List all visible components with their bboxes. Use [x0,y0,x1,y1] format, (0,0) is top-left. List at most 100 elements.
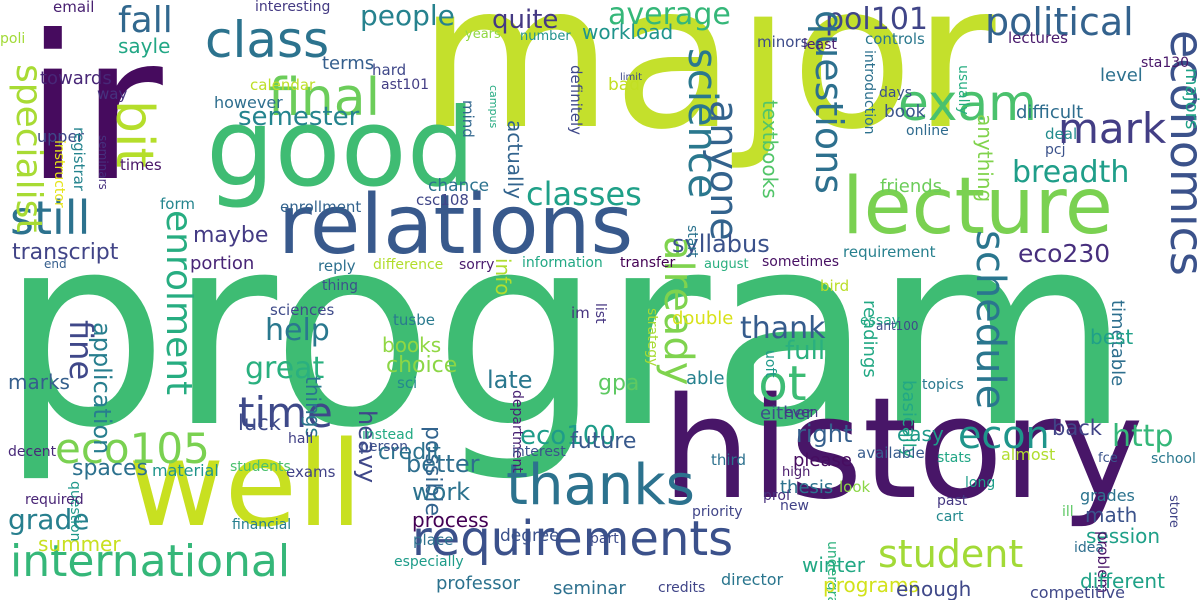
word-future: future [570,429,637,454]
word-best: best [1090,325,1134,349]
word-maybe: maybe [193,223,269,248]
word-lot: lot [745,356,807,412]
word-requirements: requirements [412,511,734,567]
word-science: science [679,48,725,199]
word-pol101: pol101 [825,2,928,37]
word-least: least [803,37,837,53]
word-lecture: lecture [842,162,1113,252]
word-instructor: instructor [51,140,67,208]
word-back: back [1052,416,1102,440]
word-average: average [608,0,731,32]
word-strategy: strategy [644,308,660,367]
word-enrollment: enrollment [280,198,362,216]
word-undergrad: undergrad [824,541,840,600]
word-sci: sci [397,374,418,392]
word-minors: minors [757,33,809,51]
word-fce: fce [1098,451,1118,466]
word-times: times [120,156,162,174]
word-marks: marks [8,370,70,394]
word-seminars: seminars [96,135,110,190]
word-hard: hard [372,61,407,79]
word-high: high [782,465,811,480]
word-thing: thing [322,278,359,294]
word-specialist: specialist [8,64,49,233]
word-registrar: registrar [70,127,88,191]
word-store: store [1166,495,1181,528]
word-poli: poli [0,31,26,47]
word-luck: luck [238,411,281,435]
word-already: already [655,236,701,386]
word-http: http [1112,419,1174,454]
word-books: books [382,333,442,357]
word-start: start [684,225,700,258]
word-enough: enough [896,577,972,600]
word-things: things [301,376,325,438]
word-gpa: gpa [598,371,640,396]
word-fall: fall [118,0,173,41]
word-programs: programs [823,573,919,597]
word-definitely: definitely [567,65,585,136]
word-almost: almost [1001,445,1056,464]
word-process: process [412,508,489,532]
word-international: international [10,536,291,587]
word-quite: quite [492,5,559,35]
word-sorry: sorry [459,257,495,273]
word-decent: decent [8,444,57,460]
word-tusbe: tusbe [393,311,435,329]
word-history: history [662,368,1144,531]
word-economics: economics [1160,30,1200,276]
word-well: well [128,415,363,553]
word-work: work [412,478,471,506]
word-difficult: difficult [1016,102,1084,123]
word-semester: semester [238,102,360,132]
word-bad: bad [608,75,640,95]
word-credit: credit [378,440,441,465]
word-problem: problem [1094,531,1112,594]
word-eco230: eco230 [1018,239,1111,268]
word-available: available [857,444,925,462]
word-degree: degree [500,526,560,546]
word-past: past [937,493,968,509]
word-lectures: lectures [1008,29,1068,47]
word-easy: easy [897,422,944,446]
word-able: able [686,368,725,389]
word-however: however [214,93,283,112]
word-friends: friends [880,176,943,197]
word-usually: usually [955,65,971,115]
word-way: way [97,85,128,103]
word-idea: idea [1074,540,1104,556]
word-thanks: thanks [506,453,695,518]
word-time: time [238,388,333,437]
word-level: level [1100,65,1143,86]
word-spaces: spaces [72,456,149,481]
word-student: student [878,532,1024,576]
word-even: even [784,405,819,421]
word-timetable: timetable [1107,300,1128,387]
word-actually: actually [503,120,527,199]
word-session: session [1086,524,1161,548]
word-classes: classes [526,175,642,213]
word-requirement: requirement [843,243,936,261]
word-especially: especially [394,554,464,570]
word-ant100: ant100 [876,319,919,333]
word-possible: possible [420,426,445,517]
word-textbooks: textbooks [758,100,782,199]
word-major: major [418,0,996,174]
word-right: right [796,420,853,448]
word-book: book [884,102,926,122]
word-anyone: anyone [702,100,746,241]
word-sometimes: sometimes [762,254,840,270]
word-uoft: uoft [762,350,778,378]
word-cart: cart [936,509,964,525]
word-relations: relations [278,178,634,273]
word-financial: financial [232,517,292,533]
word-please: please [793,450,852,471]
word-august: august [704,257,749,272]
word-late: late [487,366,533,394]
word-interesting: interesting [255,0,331,15]
word-essay: essay [860,313,901,329]
word-competitive: competitive [1030,583,1125,600]
word-eco100: eco100 [520,421,616,451]
word-instead: instead [362,427,414,443]
word-sayle: sayle [118,34,171,58]
